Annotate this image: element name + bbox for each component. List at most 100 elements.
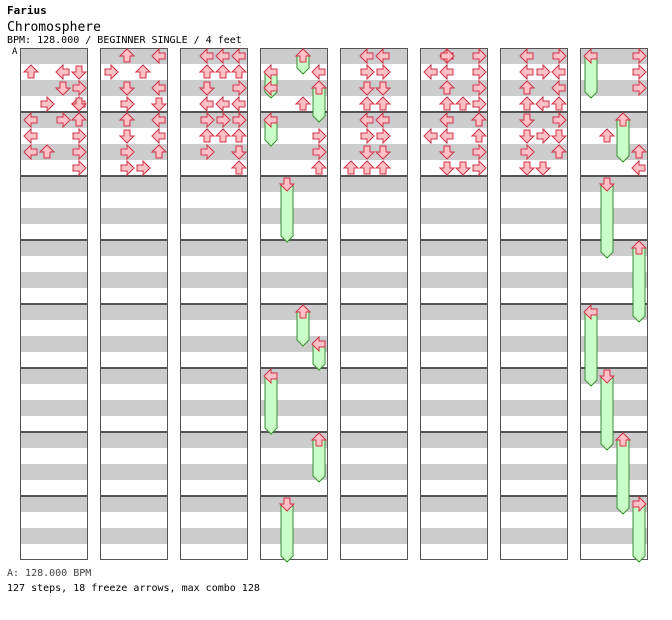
right-arrow-note <box>120 159 135 177</box>
left-arrow-note <box>215 95 230 113</box>
down-arrow-note <box>118 129 136 144</box>
up-arrow-note <box>198 64 216 79</box>
measure <box>500 176 568 240</box>
right-arrow-note <box>376 63 391 81</box>
left-arrow-note <box>551 63 566 81</box>
measure <box>420 240 488 304</box>
measure <box>260 240 328 304</box>
left-arrow-note <box>263 63 278 81</box>
left-arrow-note <box>423 63 438 81</box>
up-arrow-note <box>438 96 456 111</box>
measure <box>180 496 248 560</box>
left-arrow-note <box>631 159 646 177</box>
measure <box>340 432 408 496</box>
down-arrow-note <box>598 177 616 192</box>
down-arrow-note <box>438 145 456 160</box>
right-arrow-note <box>104 63 119 81</box>
up-arrow-note <box>342 160 360 175</box>
up-arrow-note <box>22 64 40 79</box>
up-arrow-note <box>310 432 328 447</box>
up-arrow-note <box>598 128 616 143</box>
up-arrow-note <box>614 112 632 127</box>
down-arrow-note <box>454 161 472 176</box>
left-arrow-note <box>423 127 438 145</box>
freeze-arrow-body <box>280 183 294 243</box>
measure <box>20 496 88 560</box>
measure <box>340 48 408 112</box>
left-arrow-note <box>23 111 38 129</box>
right-arrow-note <box>632 63 647 81</box>
left-arrow-note <box>375 111 390 129</box>
left-arrow-note <box>263 367 278 385</box>
down-arrow-note <box>70 65 88 80</box>
up-arrow-note <box>214 128 232 143</box>
right-arrow-note <box>472 63 487 81</box>
measure <box>100 176 168 240</box>
left-arrow-note <box>151 127 166 145</box>
down-arrow-note <box>54 81 72 96</box>
left-arrow-note <box>199 47 214 65</box>
measure <box>20 176 88 240</box>
right-arrow-note <box>632 495 647 513</box>
down-arrow-note <box>534 161 552 176</box>
up-arrow-note <box>70 112 88 127</box>
measure <box>100 240 168 304</box>
right-arrow-note <box>472 79 487 97</box>
right-arrow-note <box>200 111 215 129</box>
right-arrow-note <box>56 111 71 129</box>
right-arrow-note <box>632 47 647 65</box>
left-arrow-note <box>551 79 566 97</box>
left-arrow-note <box>311 63 326 81</box>
right-arrow-note <box>552 111 567 129</box>
up-arrow-note <box>358 96 376 111</box>
right-arrow-note <box>536 63 551 81</box>
down-arrow-note <box>118 81 136 96</box>
left-arrow-note <box>263 111 278 129</box>
right-arrow-note <box>440 47 455 65</box>
down-arrow-note <box>358 145 376 160</box>
down-arrow-note <box>278 177 296 192</box>
measure <box>340 304 408 368</box>
left-arrow-note <box>215 47 230 65</box>
up-arrow-note <box>38 144 56 159</box>
measure <box>180 176 248 240</box>
up-arrow-note <box>294 304 312 319</box>
freeze-arrow-body <box>600 375 614 451</box>
left-arrow-note <box>151 47 166 65</box>
left-arrow-note <box>519 47 534 65</box>
down-arrow-note <box>518 161 536 176</box>
measure <box>340 240 408 304</box>
up-arrow-note <box>118 112 136 127</box>
up-arrow-note <box>374 96 392 111</box>
down-arrow-note <box>550 129 568 144</box>
up-arrow-note <box>470 112 488 127</box>
down-arrow-note <box>70 97 88 112</box>
left-arrow-note <box>151 111 166 129</box>
down-arrow-note <box>518 129 536 144</box>
up-arrow-note <box>630 144 648 159</box>
up-arrow-note <box>550 144 568 159</box>
left-arrow-note <box>583 303 598 321</box>
down-arrow-note <box>438 161 456 176</box>
right-arrow-note <box>120 95 135 113</box>
measure <box>100 432 168 496</box>
measure <box>180 240 248 304</box>
up-arrow-note <box>230 128 248 143</box>
up-arrow-note <box>230 160 248 175</box>
left-arrow-note <box>55 63 70 81</box>
measure <box>500 432 568 496</box>
right-arrow-note <box>232 111 247 129</box>
right-arrow-note <box>472 95 487 113</box>
right-arrow-note <box>472 159 487 177</box>
measure <box>20 48 88 112</box>
right-arrow-note <box>472 47 487 65</box>
left-arrow-note <box>439 111 454 129</box>
down-arrow-note <box>198 81 216 96</box>
bpm-marker-label: A <box>12 47 18 57</box>
right-arrow-note <box>72 127 87 145</box>
bpm-summary: A: 128.000 BPM <box>7 568 92 579</box>
up-arrow-note <box>614 432 632 447</box>
freeze-arrow-body <box>584 311 598 387</box>
right-arrow-note <box>312 143 327 161</box>
measure <box>580 176 648 240</box>
